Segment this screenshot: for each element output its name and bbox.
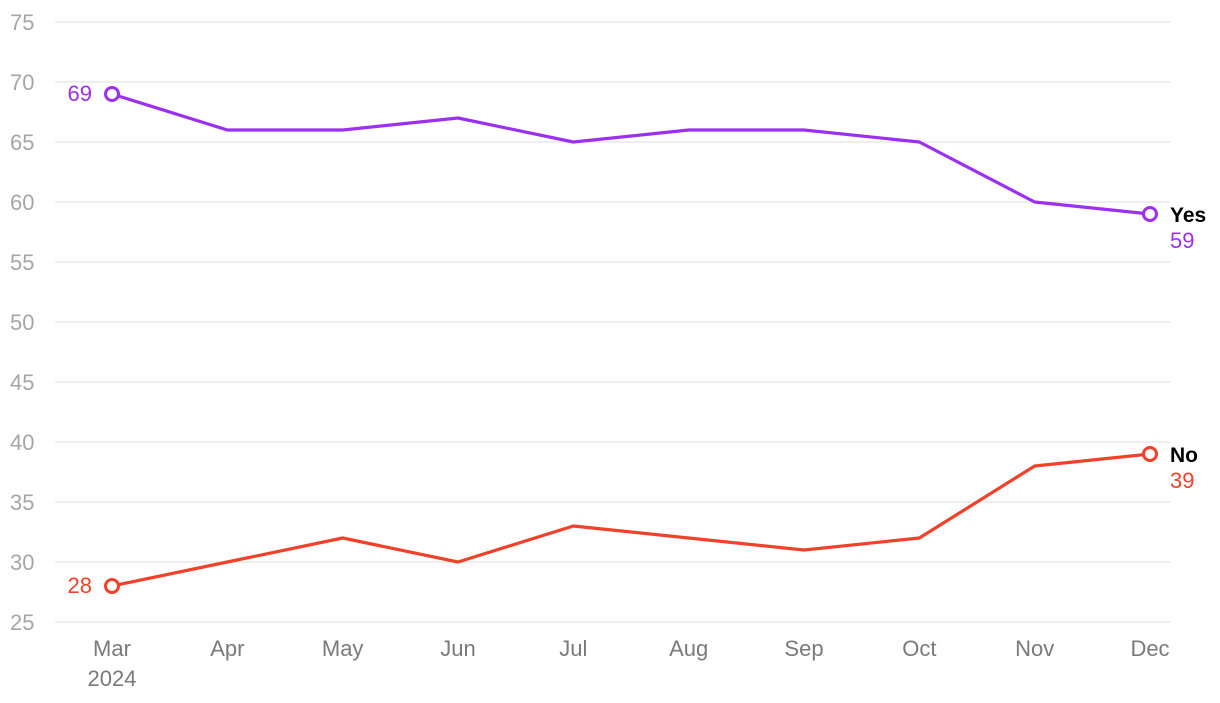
x-tick-label: May xyxy=(322,636,364,661)
x-tick-label: Apr xyxy=(210,636,244,661)
y-tick-label: 55 xyxy=(10,250,34,275)
y-tick-label: 75 xyxy=(10,10,34,35)
y-tick-label: 70 xyxy=(10,70,34,95)
y-tick-label: 40 xyxy=(10,430,34,455)
y-axis-tick-labels: 25 30 35 40 45 50 55 60 65 70 75 xyxy=(10,10,34,635)
data-point-no xyxy=(341,536,345,540)
y-tick-label: 35 xyxy=(10,490,34,515)
gridlines xyxy=(55,21,1170,623)
end-value-label-no: 39 xyxy=(1170,468,1194,493)
x-tick-label: Oct xyxy=(902,636,936,661)
x-tick-label: Sep xyxy=(784,636,823,661)
series-line-no xyxy=(110,452,1152,588)
data-point-yes xyxy=(225,128,229,132)
data-point-yes xyxy=(571,140,575,144)
data-point-no xyxy=(456,560,460,564)
series-name-label-yes: Yes xyxy=(1170,204,1206,227)
data-point-yes xyxy=(917,140,921,144)
x-tick-label: Aug xyxy=(669,636,708,661)
y-tick-label: 50 xyxy=(10,310,34,335)
end-marker-no xyxy=(1142,446,1158,462)
data-point-yes xyxy=(456,116,460,120)
x-tick-label: Jun xyxy=(440,636,475,661)
y-tick-label: 60 xyxy=(10,190,34,215)
data-point-no xyxy=(687,536,691,540)
data-point-no xyxy=(917,536,921,540)
x-tick-label: Jul xyxy=(559,636,587,661)
x-tick-label: Dec xyxy=(1130,636,1169,661)
data-point-no xyxy=(571,524,575,528)
start-marker-no xyxy=(104,578,120,594)
y-tick-label: 30 xyxy=(10,550,34,575)
y-tick-label: 45 xyxy=(10,370,34,395)
data-point-yes xyxy=(1033,200,1037,204)
series-line-yes xyxy=(110,92,1152,216)
series-lines xyxy=(104,86,1158,594)
data-point-yes xyxy=(802,128,806,132)
x-axis-tick-labels: Mar Apr May Jun Jul Aug Sep Oct Nov Dec 2024 xyxy=(88,636,1170,691)
start-marker-yes xyxy=(104,86,120,102)
x-year-label: 2024 xyxy=(88,666,137,691)
y-tick-label: 25 xyxy=(10,610,34,635)
x-tick-label: Nov xyxy=(1015,636,1054,661)
data-point-yes xyxy=(341,128,345,132)
x-tick-label: Mar xyxy=(93,636,131,661)
data-point-no xyxy=(225,560,229,564)
y-tick-label: 65 xyxy=(10,130,34,155)
data-point-no xyxy=(802,548,806,552)
start-value-label-no: 28 xyxy=(68,573,92,598)
end-marker-yes xyxy=(1142,206,1158,222)
end-value-label-yes: 59 xyxy=(1170,228,1194,253)
data-point-yes xyxy=(687,128,691,132)
start-value-label-yes: 69 xyxy=(68,81,92,106)
data-point-no xyxy=(1033,464,1037,468)
series-name-label-no: No xyxy=(1170,444,1198,467)
